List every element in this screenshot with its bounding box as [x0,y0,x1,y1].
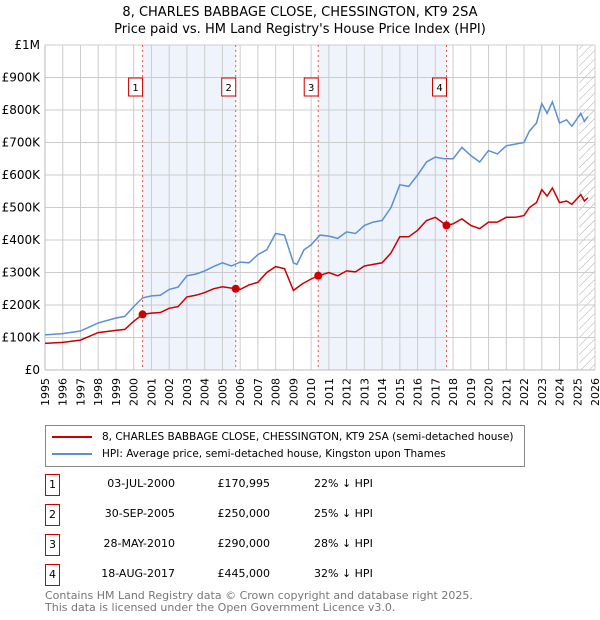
sale-price: £445,000 [217,567,271,580]
series-line [44,99,589,336]
chart-title: 8, CHARLES BABBAGE CLOSE, CHESSINGTON, K… [122,5,478,20]
sale-point [138,310,147,319]
sale-date: 30-SEP-2005 [104,507,175,520]
x-tick-label: 2022 [518,378,531,406]
sale-label: 4 [436,83,442,94]
sale-label-box [221,77,237,97]
legend-swatch-red [52,436,92,438]
y-tick-label: £800K [2,103,42,117]
legend-label: HPI: Average price, semi-detached house,… [102,448,446,460]
sale-label-box [432,77,447,97]
x-tick-label: 1997 [74,378,87,406]
sale-label: 1 [132,83,138,94]
x-tick-label: 2019 [465,378,478,406]
sale-price: £170,995 [217,477,271,490]
x-tick-label: 2020 [483,378,496,406]
x-tick-label: 2014 [376,378,389,406]
x-tick-label: 2005 [216,378,229,406]
y-tick-label: £400K [2,233,42,247]
sale-date: 03-JUL-2000 [107,477,175,490]
footer-copyright: Contains HM Land Registry data © Crown c… [45,589,473,602]
x-tick-label: 2024 [554,378,567,406]
sale-price: £250,000 [217,507,271,520]
x-tick-label: 1996 [57,378,70,406]
y-tick-label: £600K [2,168,42,182]
x-tick-label: 2003 [181,378,194,406]
y-tick-label: £0 [25,363,40,377]
y-tick-label: £1M [14,38,40,52]
sale-point [442,221,451,230]
sale-label-box [128,77,144,97]
x-tick-label: 2001 [145,378,158,406]
x-tick-label: 2018 [447,378,460,406]
x-tick-label: 2013 [358,378,371,406]
sale-label: 2 [226,83,232,94]
sale-number: 1 [45,474,60,496]
x-tick-label: 1995 [39,378,52,406]
x-tick-label: 2010 [305,378,318,406]
legend-swatch-blue [52,453,92,455]
chart-subtitle: Price paid vs. HM Land Registry's House … [114,22,486,37]
y-tick-label: £900K [2,71,42,85]
sale-number: 2 [45,504,60,526]
sale-label: 3 [308,83,314,94]
legend-item-property: 8, CHARLES BABBAGE CLOSE, CHESSINGTON, K… [52,429,513,445]
legend-item-hpi: HPI: Average price, semi-detached house,… [52,446,446,462]
sale-number: 3 [45,534,60,556]
y-tick-label: £200K [2,298,42,312]
x-tick-label: 1999 [110,378,123,406]
sale-hpi-diff: 28% ↓ HPI [314,537,373,550]
sale-hpi-diff: 22% ↓ HPI [314,477,373,490]
series-line [44,186,589,345]
y-tick-label: £500K [2,201,42,215]
x-tick-label: 2002 [163,378,176,406]
y-tick-label: £700K [2,136,42,150]
x-tick-label: 2025 [571,378,584,406]
sale-date: 18-AUG-2017 [101,567,175,580]
y-tick-label: £300K [2,266,42,280]
x-tick-label: 2016 [412,378,425,406]
x-tick-label: 2007 [252,378,265,406]
x-tick-label: 2021 [500,378,513,406]
x-tick-label: 2008 [270,378,283,406]
x-tick-label: 2012 [341,378,354,406]
sale-date: 28-MAY-2010 [103,537,175,550]
y-tick-label: £100K [2,331,42,345]
x-tick-label: 2011 [323,378,336,406]
x-tick-label: 2023 [536,378,549,406]
x-tick-label: 2026 [589,378,600,406]
x-tick-label: 2000 [128,378,141,406]
sale-hpi-diff: 32% ↓ HPI [314,567,373,580]
x-tick-label: 2006 [234,378,247,406]
sale-hpi-diff: 25% ↓ HPI [314,507,373,520]
price-chart: 1995 1996 1997 1998 1999 2000 2001 2002 2003 2004… [2,38,600,406]
legend: 8, CHARLES BABBAGE CLOSE, CHESSINGTON, K… [45,425,525,467]
x-tick-label: 2017 [429,378,442,406]
legend-label: 8, CHARLES BABBAGE CLOSE, CHESSINGTON, K… [102,431,514,443]
x-tick-label: 2015 [394,378,407,406]
x-tick-label: 1998 [92,378,105,406]
sale-point [231,284,240,293]
footer-licence: This data is licensed under the Open Gov… [45,601,396,614]
x-tick-label: 2004 [199,378,212,406]
sale-label-box [303,77,319,97]
sale-price: £290,000 [217,537,271,550]
x-tick-label: 2009 [287,378,300,406]
sale-point [314,271,323,280]
sale-number: 4 [45,564,60,586]
